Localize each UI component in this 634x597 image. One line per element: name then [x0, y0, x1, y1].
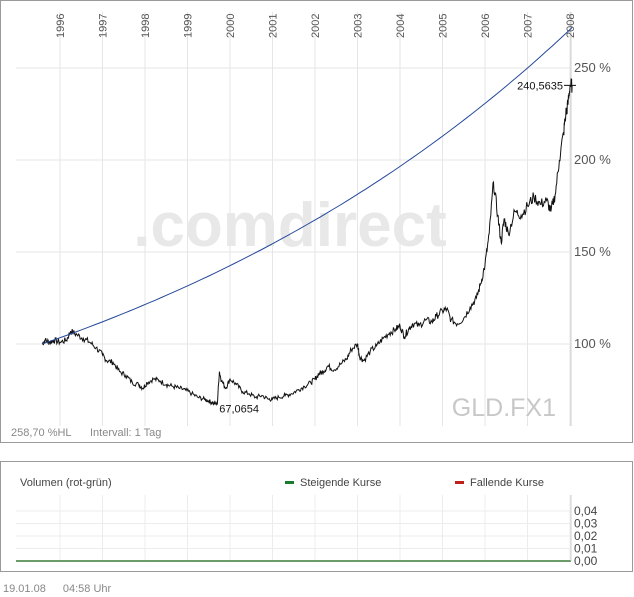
info-interval: Intervall: 1 Tag [90, 427, 161, 439]
annotations: 240,5635 67,0654 [219, 80, 576, 416]
x-tick-label: 2008 [565, 14, 577, 38]
legend-label: Fallende Kurse [470, 477, 544, 489]
legend-swatch [285, 481, 294, 484]
x-tick-label: 2002 [310, 14, 322, 38]
volume-y-tick-label: 0,00 [574, 554, 598, 568]
x-tick-label: 1998 [140, 14, 152, 38]
x-tick-label: 2004 [395, 14, 407, 38]
volume-y-tick-label: 0,04 [574, 504, 598, 518]
volume-y-tick-label: 0,02 [574, 529, 598, 543]
footer-date: 19.01.08 [3, 583, 46, 595]
symbol-label: GLD.FX1 [452, 394, 556, 422]
price-grid [16, 12, 572, 426]
watermark: .comdirect [133, 191, 447, 260]
y-axis-ticks: 100 % 150 % 200 % 250 % [574, 60, 611, 351]
x-tick-label: 1997 [98, 14, 110, 38]
volume-y-tick-label: 0,01 [574, 542, 598, 556]
x-tick-label: 2006 [480, 14, 492, 38]
x-tick-label: 2005 [438, 14, 450, 38]
x-tick-label: 2000 [225, 14, 237, 38]
volume-grid [16, 495, 572, 562]
footer: 19.01.08 04:58 Uhr [3, 583, 125, 595]
max-label: 240,5635 [517, 80, 563, 92]
legend-swatch [455, 481, 464, 484]
info-range: 258,70 %HL [11, 427, 72, 439]
legend-label: Steigende Kurse [300, 477, 381, 489]
volume-y-tick-label: 0,03 [574, 517, 598, 531]
price-series-line [41, 78, 573, 407]
x-tick-label: 2001 [268, 14, 280, 38]
reference-curve-line [41, 27, 573, 345]
x-tick-label: 2003 [353, 14, 365, 38]
x-tick-label: 1996 [55, 14, 67, 38]
volume-y-ticks: 0,040,030,020,010,00 [574, 504, 598, 568]
volume-legend: Steigende Kurse Fallende Kurse [285, 477, 544, 489]
y-tick-label: 150 % [574, 244, 611, 259]
min-label: 67,0654 [219, 404, 259, 416]
y-tick-label: 100 % [574, 336, 611, 351]
series-lines [41, 27, 573, 407]
footer-time: 04:58 Uhr [62, 583, 112, 595]
x-axis-ticks: 1996 1997 1998 1999 2000 2001 2002 2003 2004 2005… [55, 14, 577, 38]
y-tick-label: 200 % [574, 152, 611, 167]
x-tick-label: 1999 [183, 14, 195, 38]
y-tick-label: 250 % [574, 60, 611, 75]
x-tick-label: 2007 [523, 14, 535, 38]
volume-label: Volumen (rot-grün) [20, 477, 112, 489]
